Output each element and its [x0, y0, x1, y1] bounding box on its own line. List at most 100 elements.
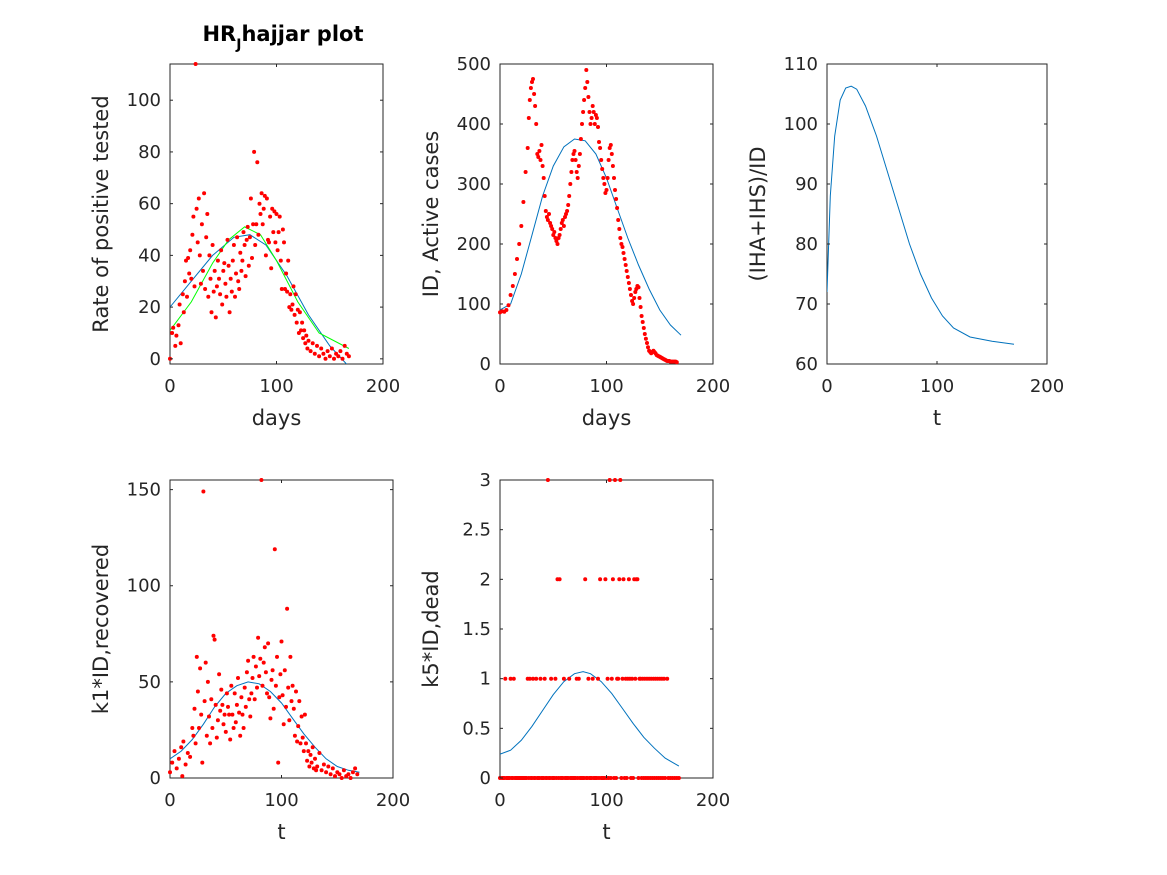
data-point: [193, 741, 198, 746]
data-point: [582, 98, 587, 102]
y-tick-label: 200: [457, 234, 491, 255]
data-point: [603, 577, 608, 582]
data-point: [198, 281, 203, 286]
data-point: [220, 302, 225, 307]
data-point: [285, 289, 290, 294]
data-point: [300, 320, 305, 325]
data-point: [275, 654, 279, 659]
data-point: [174, 766, 179, 771]
data-point: [621, 251, 626, 255]
data-point: [294, 320, 299, 325]
data-point: [553, 676, 558, 681]
data-point: [610, 164, 615, 168]
data-point: [324, 770, 329, 775]
data-point: [180, 774, 185, 779]
data-point: [308, 349, 313, 354]
data-point: [526, 116, 531, 120]
data-point: [176, 756, 181, 761]
data-point: [609, 152, 614, 156]
plot-content-3: [827, 85, 1015, 345]
data-point: [268, 214, 273, 219]
data-point: [561, 676, 566, 681]
data-point: [224, 294, 229, 299]
x-axis-label: days: [582, 406, 632, 430]
data-point: [321, 351, 326, 356]
data-point: [233, 720, 238, 725]
data-point: [255, 685, 259, 690]
data-point: [531, 77, 535, 81]
data-point: [575, 176, 580, 180]
model-curve: [170, 234, 348, 364]
data-point: [218, 708, 223, 713]
data-point: [263, 670, 268, 675]
y-tick-label: 0: [480, 768, 491, 789]
y-axis-label: k5*ID,dead: [419, 570, 443, 688]
data-point: [300, 735, 305, 740]
data-point: [245, 224, 250, 229]
data-point: [608, 143, 613, 147]
data-point: [201, 268, 205, 273]
data-point: [319, 346, 324, 351]
x-tick-label: 100: [589, 376, 623, 397]
data-point: [577, 152, 582, 156]
y-tick-label: 1.5: [462, 619, 491, 640]
y-tick-label: 3: [480, 470, 491, 491]
data-point: [212, 268, 217, 273]
data-point: [303, 341, 308, 346]
data-point: [192, 706, 197, 711]
data-point: [233, 294, 237, 299]
data-point: [333, 774, 337, 779]
subplot-1: 0 100 200 0 20 40 60 80 100 days Rate of positive …: [89, 62, 400, 430]
data-point: [643, 336, 648, 341]
data-point: [196, 196, 201, 201]
data-point: [572, 149, 577, 153]
data-point: [180, 292, 185, 297]
data-point: [215, 258, 220, 263]
data-point: [264, 196, 269, 201]
data-point: [348, 776, 353, 780]
data-point: [616, 218, 621, 222]
data-point: [197, 726, 201, 730]
data-point: [622, 257, 627, 261]
data-point: [219, 248, 224, 253]
data-point: [271, 230, 276, 235]
data-point: [170, 760, 175, 765]
data-point: [273, 683, 278, 688]
data-point: [214, 735, 219, 740]
data-point: [195, 240, 200, 245]
data-point: [327, 354, 332, 359]
y-tick-label: 0.5: [462, 718, 491, 739]
data-point: [241, 230, 246, 235]
data-point: [603, 191, 608, 195]
data-point: [612, 176, 616, 180]
data-point: [319, 768, 324, 773]
data-point: [230, 712, 235, 717]
data-point: [606, 158, 611, 162]
data-point: [533, 104, 538, 108]
data-point: [642, 332, 647, 336]
data-point: [581, 110, 586, 114]
data-point: [259, 478, 264, 482]
data-point: [248, 714, 253, 719]
data-point: [261, 660, 266, 665]
data-point: [607, 478, 612, 482]
data-point: [536, 155, 541, 159]
data-point: [252, 149, 257, 154]
data-point: [617, 577, 622, 582]
data-point: [282, 668, 287, 673]
x-tick-label: 100: [589, 790, 623, 811]
data-point: [310, 341, 315, 346]
data-point: [205, 212, 210, 216]
data-point: [228, 276, 233, 281]
data-point: [223, 729, 228, 734]
y-tick-label: 0: [150, 768, 161, 789]
data-point: [185, 751, 190, 755]
x-axis-label: t: [933, 406, 941, 430]
data-point: [569, 170, 574, 174]
data-point: [519, 224, 524, 228]
data-point: [177, 302, 182, 307]
data-point: [224, 691, 229, 696]
data-point: [276, 230, 281, 235]
data-point: [250, 256, 254, 260]
